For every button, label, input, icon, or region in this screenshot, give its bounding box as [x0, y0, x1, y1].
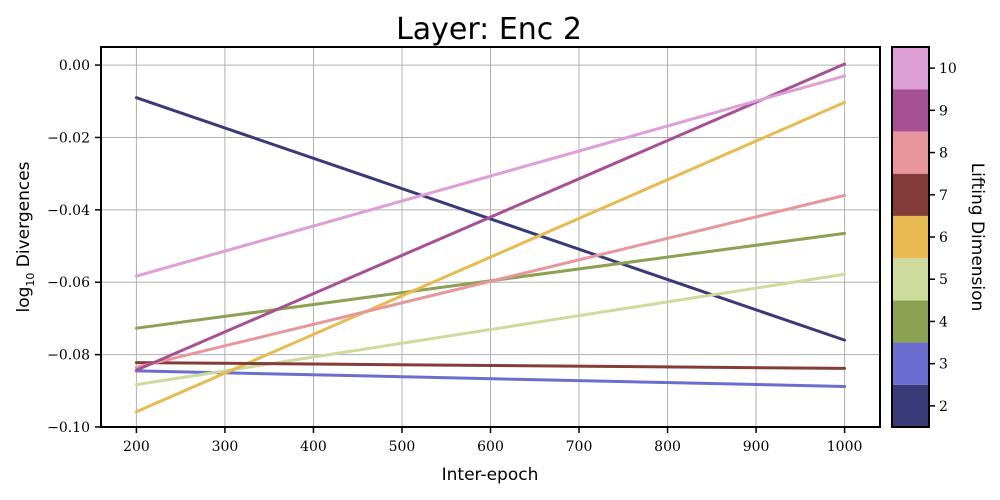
x-tick-label: 200	[123, 439, 150, 455]
colorbar-segment-4	[892, 300, 929, 343]
series-line-dim-3	[134, 369, 847, 388]
y-axis-label: log10 Divergences	[14, 161, 37, 312]
y-tick-label: −0.10	[47, 420, 90, 436]
series-line-dim-10	[134, 74, 847, 278]
colorbar-segment-8	[892, 131, 929, 174]
x-tick-label: 600	[477, 439, 504, 455]
series-line-dim-8	[134, 193, 847, 369]
colorbar-segment-9	[892, 89, 929, 132]
x-axis-ticks: 200 300 400 500 600 700 800 900 1000	[123, 427, 862, 455]
colorbar-tick-label: 7	[939, 188, 948, 204]
x-tick-label: 800	[654, 439, 681, 455]
colorbar: 2 3 4 5 6 7 8 9 10	[891, 46, 957, 428]
y-tick-label: −0.08	[47, 348, 90, 364]
colorbar-tick-label: 4	[939, 314, 948, 330]
y-axis-label-rest: Divergences	[14, 161, 34, 272]
x-tick-label: 700	[566, 439, 593, 455]
x-tick-label: 400	[300, 439, 327, 455]
colorbar-tick-label: 8	[939, 146, 948, 162]
colorbar-frame	[891, 46, 930, 428]
x-tick-label: 300	[212, 439, 239, 455]
colorbar-segment-10	[892, 47, 929, 90]
y-tick-label: −0.06	[47, 275, 90, 291]
x-tick-label: 500	[389, 439, 416, 455]
x-tick-label: 900	[743, 439, 770, 455]
series-line-dim-7	[134, 361, 847, 370]
colorbar-segment-7	[892, 173, 929, 216]
colorbar-tick-label: 2	[939, 399, 948, 415]
series-lines	[134, 62, 847, 414]
colorbar-label: Lifting Dimension	[967, 163, 987, 312]
colorbar-segment-3	[892, 342, 929, 385]
y-axis-label-log: log	[14, 287, 34, 313]
colorbar-segment-2	[892, 384, 929, 427]
series-line-dim-9	[134, 62, 847, 372]
x-tick-label: 1000	[827, 439, 863, 455]
colorbar-tick-label: 5	[939, 272, 948, 288]
grid	[101, 47, 880, 428]
series-line-dim-5	[134, 272, 847, 387]
y-tick-label: −0.04	[47, 203, 90, 219]
colorbar-segment-6	[892, 215, 929, 259]
series-line-dim-2	[134, 96, 847, 342]
chart-title: Layer: Enc 2	[396, 12, 582, 47]
x-axis-label: Inter-epoch	[442, 465, 539, 485]
y-axis-ticks: 0.00 −0.02 −0.04 −0.06 −0.08 −0.10	[47, 58, 101, 436]
colorbar-tick-label: 3	[939, 357, 948, 373]
colorbar-tick-label: 9	[939, 103, 948, 119]
y-tick-label: −0.02	[47, 130, 90, 146]
y-tick-label: 0.00	[59, 58, 90, 74]
colorbar-tick-label: 10	[939, 61, 957, 77]
y-axis-label-subscript: 10	[24, 273, 37, 287]
colorbar-segment-5	[892, 258, 929, 301]
colorbar-tick-label: 6	[939, 230, 948, 246]
series-line-dim-6	[134, 100, 847, 414]
